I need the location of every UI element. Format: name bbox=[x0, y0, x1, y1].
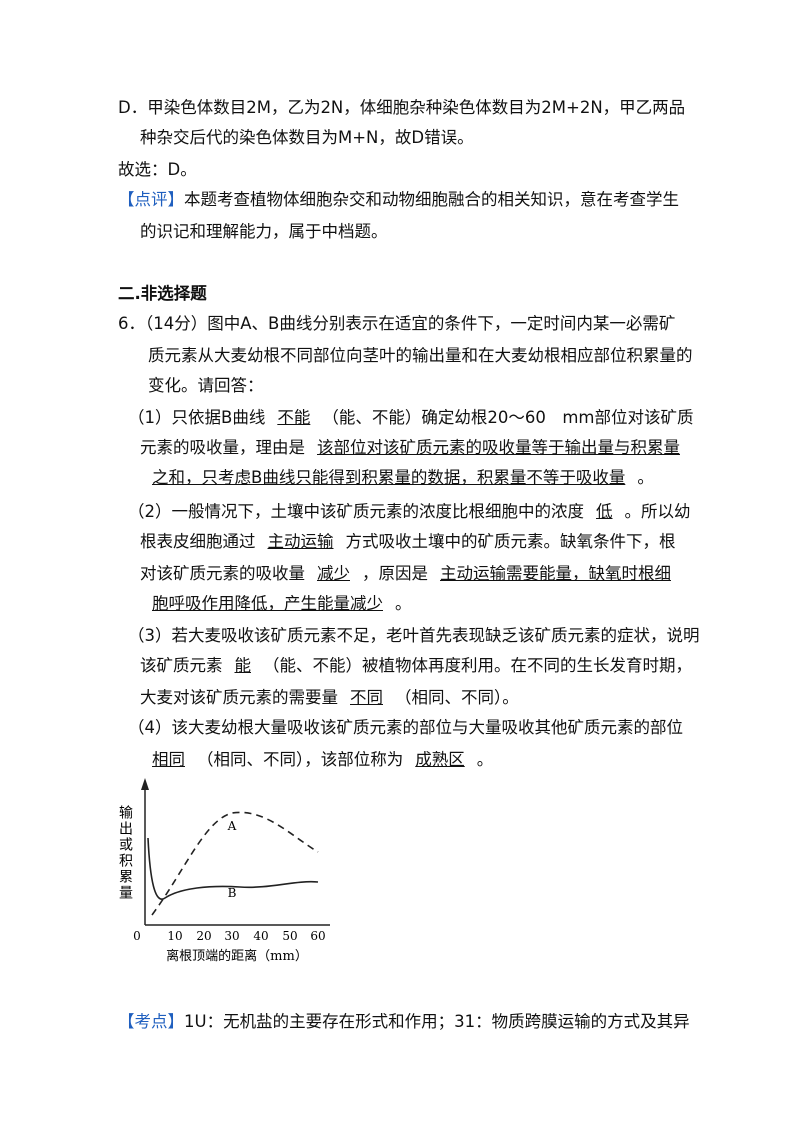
text-line: 故选：D。 bbox=[118, 159, 197, 181]
text: （1）只依据B曲线 bbox=[128, 408, 266, 427]
blank: 能 bbox=[234, 656, 252, 675]
text-line: 对该矿质元素的吸收量 减少 ，原因是 主动运输需要能量，缺氧时根细 bbox=[140, 563, 683, 585]
heading: 二.非选择题 bbox=[118, 284, 207, 303]
text: （3）若大麦吸收该矿质元素不足，老叶首先表现缺乏该矿质元素的症状，说明 bbox=[128, 626, 700, 645]
text-line: （3）若大麦吸收该矿质元素不足，老叶首先表现缺乏该矿质元素的症状，说明 bbox=[128, 625, 700, 647]
text: （4）该大麦幼根大量吸收该矿质元素的部位与大量吸收其他矿质元素的部位 bbox=[128, 718, 683, 737]
text: （能、不能）确定幼根20～60 mm部位对该矿质 bbox=[322, 408, 694, 427]
text: 方式吸收土壤中的矿质元素。缺氧条件下，根 bbox=[345, 532, 676, 551]
label: 【点评】 bbox=[118, 190, 184, 209]
text-line: （4）该大麦幼根大量吸收该矿质元素的部位与大量吸收其他矿质元素的部位 bbox=[128, 717, 683, 739]
text: 。 bbox=[395, 594, 412, 613]
blank: 不同 bbox=[350, 688, 383, 707]
x-tick-label: 30 bbox=[224, 929, 239, 943]
text: 元素的吸收量，理由是 bbox=[140, 438, 305, 457]
blank: 主动运输 bbox=[267, 532, 334, 551]
blank: 胞呼吸作用降低，产生能量减少 bbox=[152, 594, 383, 613]
text-line: 变化。请回答： bbox=[148, 375, 264, 397]
label: 【考点】 bbox=[118, 1012, 184, 1031]
blank: 之和，只考虑B曲线只能得到积累量的数据，积累量不等于吸收量 bbox=[152, 468, 626, 487]
curve-label: A bbox=[227, 819, 237, 833]
text-line: 二.非选择题 bbox=[118, 283, 207, 305]
text-line: 该矿质元素能 （能、不能）被植物体再度利用。在不同的生长发育时期， bbox=[140, 655, 692, 677]
text: 质元素从大麦幼根不同部位向茎叶的输出量和在大麦幼根相应部位积累量的 bbox=[148, 346, 693, 365]
text-line: 元素的吸收量，理由是 该部位对该矿质元素的吸收量等于输出量与积累量 bbox=[140, 437, 692, 459]
blank: 减少 bbox=[317, 564, 350, 583]
text: 该矿质元素 bbox=[140, 656, 223, 675]
blank: 成熟区 bbox=[415, 750, 465, 769]
blank: 不能 bbox=[277, 408, 311, 427]
text: 本题考查植物体细胞杂交和动物细胞融合的相关知识，意在考查学生 bbox=[184, 190, 679, 209]
blank: 相同 bbox=[152, 750, 185, 769]
x-axis-label: 离根顶端的距离（mm） bbox=[166, 948, 308, 964]
text: 根表皮细胞通过 bbox=[140, 532, 256, 551]
text-line: 【点评】本题考查植物体细胞杂交和动物细胞融合的相关知识，意在考查学生 bbox=[118, 189, 679, 211]
x-tick-label: 20 bbox=[196, 929, 211, 943]
text: 种杂交后代的染色体数目为M+N，故D错误。 bbox=[140, 128, 474, 147]
text-line: 【考点】1U：无机盐的主要存在形式和作用；31：物质跨膜运输的方式及其异 bbox=[118, 1011, 690, 1033]
x-tick-label: 10 bbox=[167, 929, 182, 943]
text-line: （2）一般情况下，土壤中该矿质元素的浓度比根细胞中的浓度低。所以幼 bbox=[128, 501, 691, 523]
text: 。所以幼 bbox=[624, 502, 691, 521]
text: 6．（14分）图中A、B曲线分别表示在适宜的条件下，一定时间内某一必需矿 bbox=[118, 314, 676, 333]
text-line: （1）只依据B曲线 不能 （能、不能）确定幼根20～60 mm部位对该矿质 bbox=[128, 407, 693, 429]
x-tick-label: 0 bbox=[133, 929, 141, 943]
text-line: 根表皮细胞通过 主动运输 方式吸收土壤中的矿质元素。缺氧条件下，根 bbox=[140, 531, 676, 553]
y-axis-label: 输出或积累量 bbox=[117, 805, 133, 901]
text: （相同、不同），该部位称为 bbox=[197, 750, 404, 769]
x-tick-label: 60 bbox=[310, 929, 325, 943]
blank: 主动运输需要能量，缺氧时根细 bbox=[440, 564, 671, 583]
blank: 该部位对该矿质元素的吸收量等于输出量与积累量 bbox=[317, 438, 680, 457]
curve-b bbox=[147, 837, 319, 900]
text: （相同、不同）。 bbox=[395, 688, 519, 707]
text-line: 种杂交后代的染色体数目为M+N，故D错误。 bbox=[140, 127, 474, 149]
text: （能、不能）被植物体再度利用。在不同的生长发育时期， bbox=[263, 656, 692, 675]
text: D．甲染色体数目2M，乙为2N，体细胞杂种染色体数目为2M+2N，甲乙两品 bbox=[118, 98, 686, 117]
text-line: 大麦对该矿质元素的需要量 不同 （相同、不同）。 bbox=[140, 687, 519, 709]
text: 变化。请回答： bbox=[148, 376, 264, 395]
text: 。 bbox=[476, 750, 494, 769]
text-line: 质元素从大麦幼根不同部位向茎叶的输出量和在大麦幼根相应部位积累量的 bbox=[148, 345, 693, 367]
blank: 低 bbox=[596, 502, 613, 521]
text: 对该矿质元素的吸收量 bbox=[140, 564, 305, 583]
x-tick-label: 50 bbox=[282, 929, 297, 943]
text-line: 6．（14分）图中A、B曲线分别表示在适宜的条件下，一定时间内某一必需矿 bbox=[118, 313, 675, 335]
text: 。 bbox=[637, 468, 654, 487]
x-tick-label: 40 bbox=[253, 929, 268, 943]
text-line: 胞呼吸作用降低，产生能量减少。 bbox=[140, 593, 412, 615]
text: ，原因是 bbox=[362, 564, 428, 583]
curve-label: B bbox=[228, 886, 237, 900]
text: 故选：D。 bbox=[118, 160, 197, 179]
text-line: 之和，只考虑B曲线只能得到积累量的数据，积累量不等于吸收量。 bbox=[140, 467, 654, 489]
text-line: 的识记和理解能力，属于中档题。 bbox=[140, 221, 388, 243]
text: （2）一般情况下，土壤中该矿质元素的浓度比根细胞中的浓度 bbox=[128, 502, 584, 521]
y-arrow bbox=[141, 778, 149, 790]
text: 的识记和理解能力，属于中档题。 bbox=[140, 222, 388, 241]
text: 大麦对该矿质元素的需要量 bbox=[140, 688, 338, 707]
text-line: 相同 （相同、不同），该部位称为 成熟区。 bbox=[140, 749, 493, 771]
text: 1U：无机盐的主要存在形式和作用；31：物质跨膜运输的方式及其异 bbox=[184, 1012, 690, 1031]
text-line: D．甲染色体数目2M，乙为2N，体细胞杂种染色体数目为2M+2N，甲乙两品 bbox=[118, 97, 685, 119]
curve-a bbox=[151, 811, 319, 916]
